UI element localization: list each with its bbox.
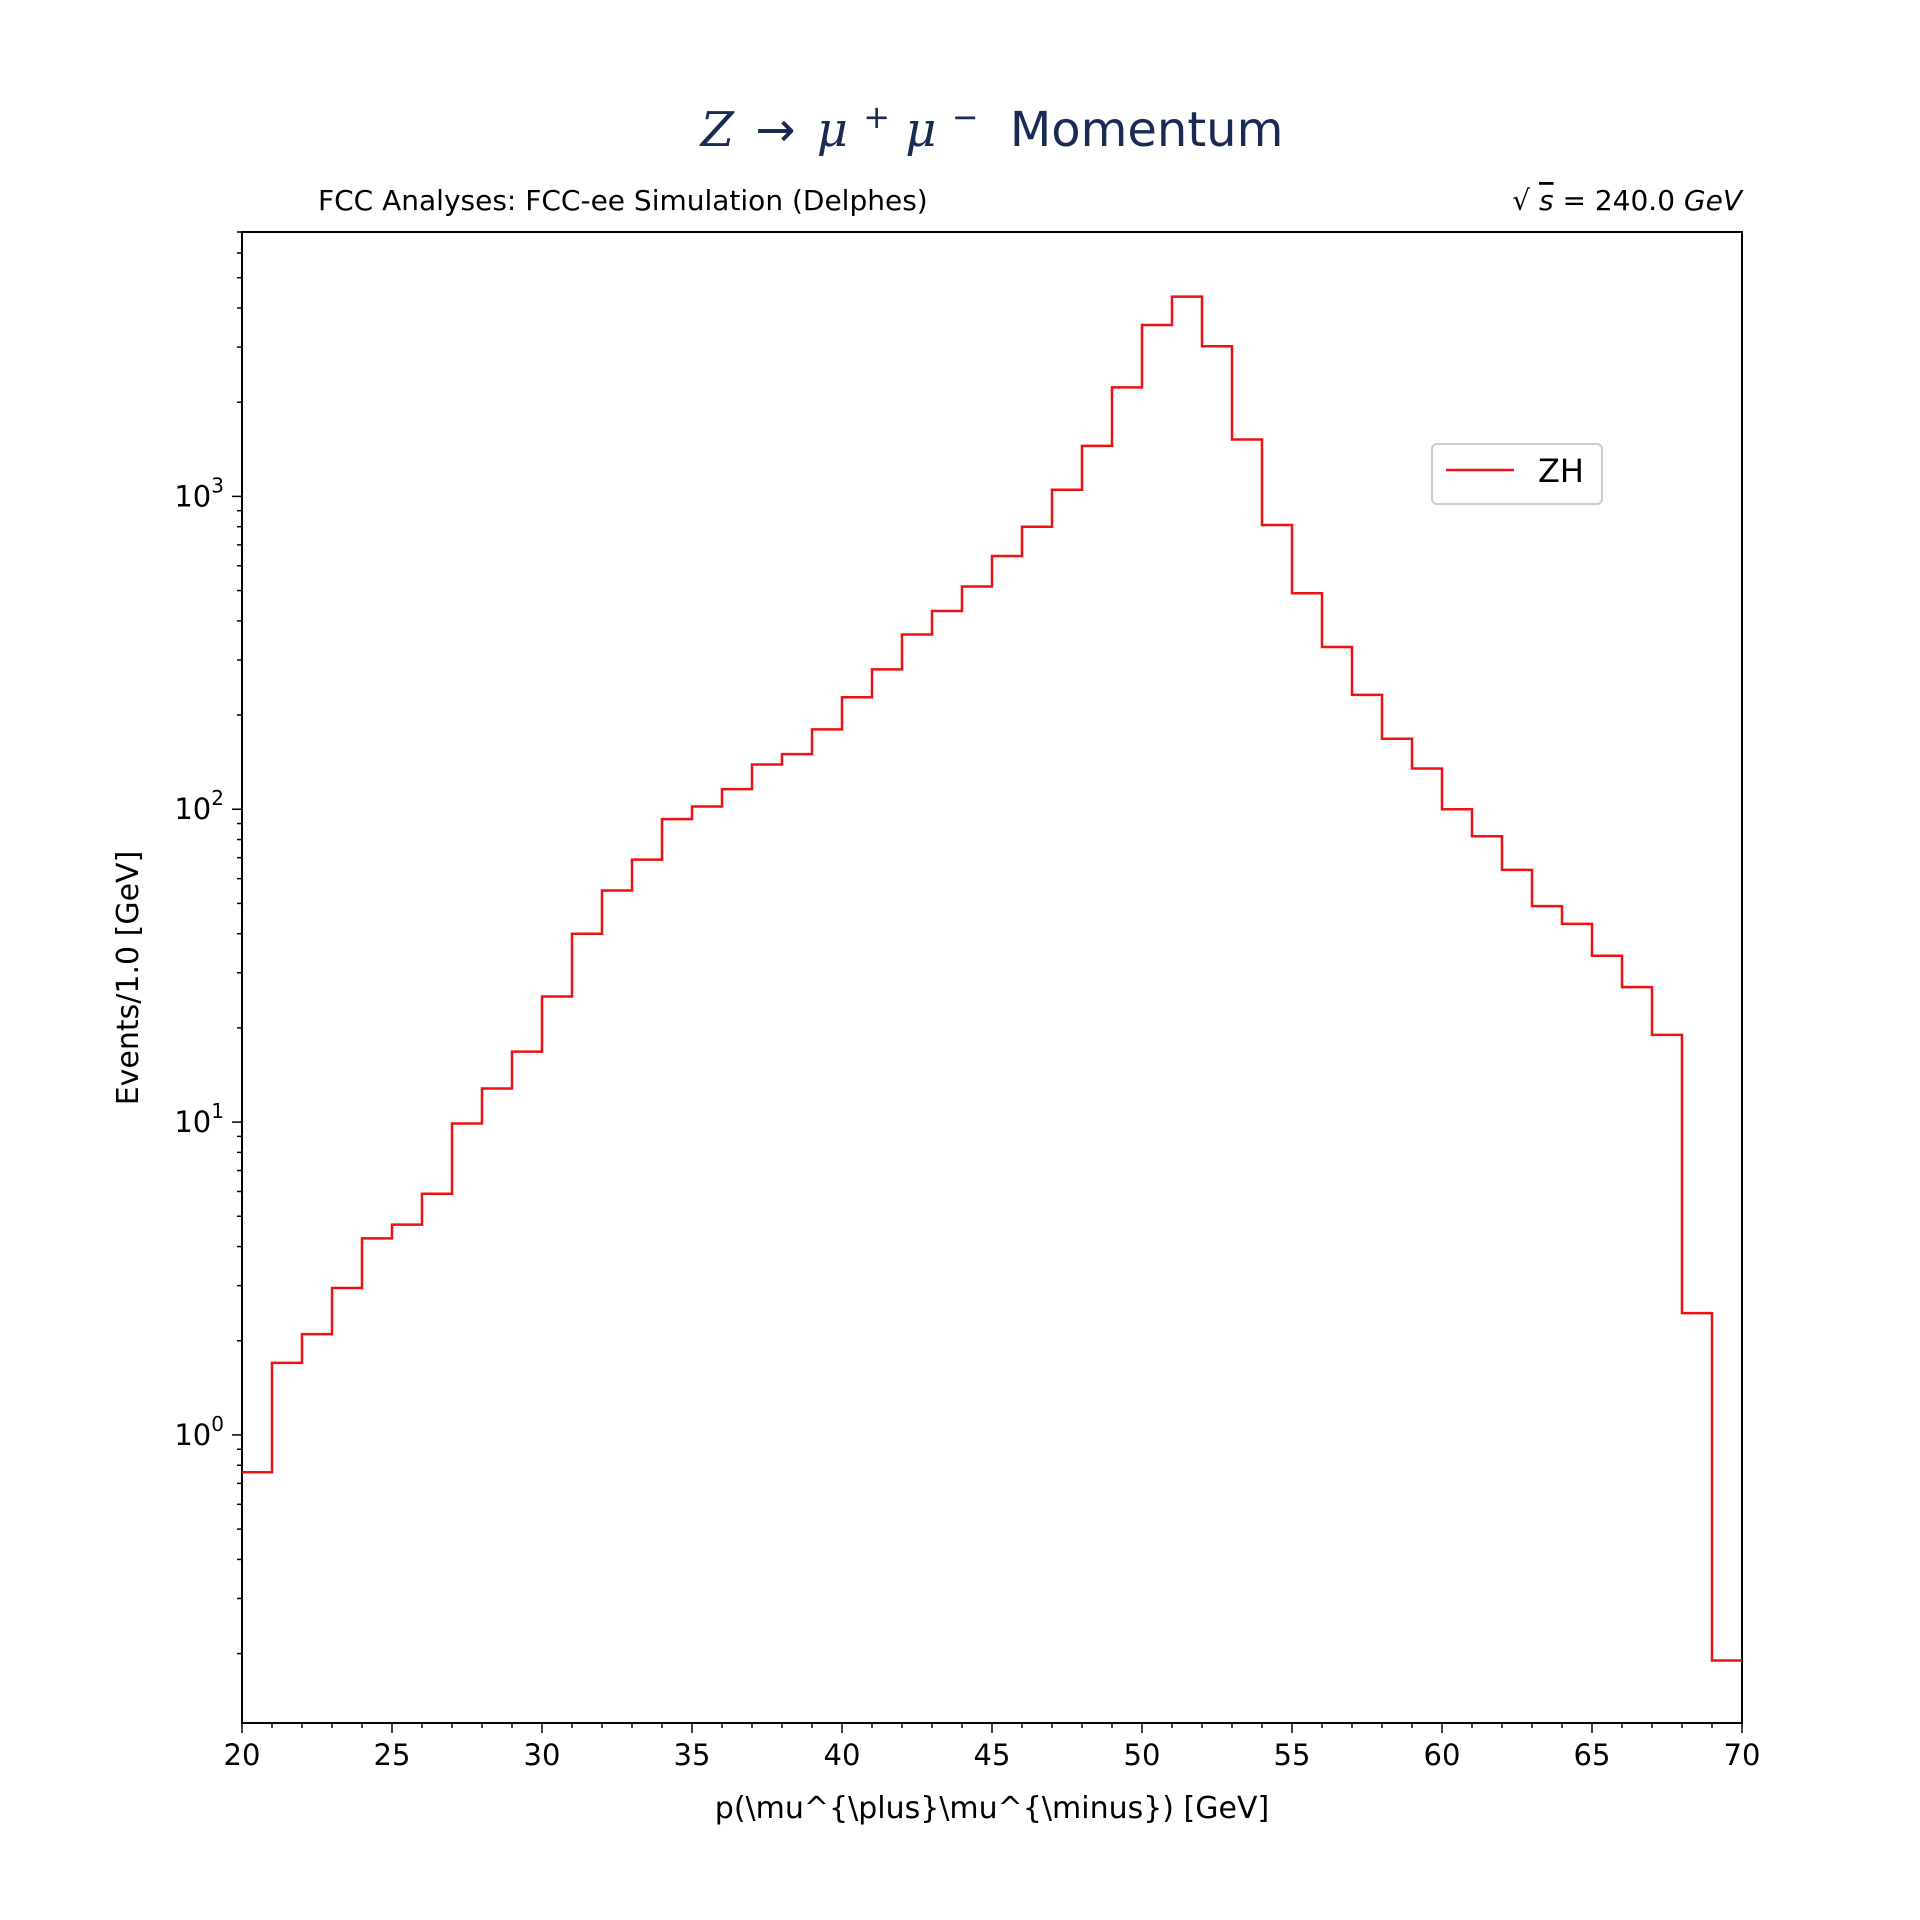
- title-z: Z: [699, 102, 736, 158]
- y-tick-exponent: 2: [211, 786, 224, 810]
- x-tick-label: 20: [224, 1738, 261, 1772]
- title-minus: −: [952, 98, 979, 136]
- series-layer: [242, 295, 1742, 1662]
- x-tick-label: 65: [1574, 1738, 1611, 1772]
- y-tick-base: 10: [174, 1418, 211, 1452]
- title-word: Momentum: [1010, 102, 1284, 158]
- y-tick-label: 102: [174, 786, 224, 826]
- x-tick-label: 70: [1724, 1738, 1761, 1772]
- subtitle-right: √ s = 240.0 GeV: [1512, 184, 1744, 217]
- sqrt-s: s: [1539, 184, 1554, 217]
- x-tick-label: 35: [674, 1738, 711, 1772]
- legend: ZH: [1431, 443, 1603, 505]
- legend-label-zh: ZH: [1538, 452, 1584, 490]
- sqrt-symbol: √: [1512, 184, 1530, 217]
- x-axis-label: p(\mu^{\plus}\mu^{\minus}) [GeV]: [715, 1791, 1269, 1826]
- title-plus: +: [863, 98, 890, 136]
- y-axis-label: Events/1.0 [GeV]: [111, 851, 146, 1106]
- title-mu-minus: μ: [905, 102, 936, 158]
- series-line-zh: [242, 295, 1742, 1662]
- x-tick-label: 40: [824, 1738, 861, 1772]
- y-tick-label: 101: [174, 1099, 224, 1139]
- y-tick-label: 100: [174, 1412, 224, 1452]
- y-tick-base: 10: [174, 1105, 211, 1139]
- y-tick-exponent: 3: [211, 473, 224, 497]
- x-tick-label: 45: [974, 1738, 1011, 1772]
- legend-box: [1431, 443, 1603, 505]
- y-tick-base: 10: [174, 479, 211, 513]
- title-mu-plus: μ: [817, 102, 848, 158]
- subtitle-left: FCC Analyses: FCC-ee Simulation (Delphes…: [318, 184, 928, 217]
- y-tick-exponent: 1: [211, 1099, 224, 1123]
- x-tick-label: 25: [374, 1738, 411, 1772]
- x-tick-label: 60: [1424, 1738, 1461, 1772]
- y-tick-base: 10: [174, 792, 211, 826]
- energy-unit: GeV: [1684, 184, 1744, 217]
- x-tick-label: 55: [1274, 1738, 1311, 1772]
- x-axis-ticks: 20 25 30 35 40 45 50 55 60 65 70: [224, 1723, 1761, 1772]
- energy-value: = 240.0: [1562, 184, 1675, 217]
- title-arrow: →: [755, 102, 795, 158]
- x-tick-label: 30: [524, 1738, 561, 1772]
- y-tick-label: 103: [174, 473, 224, 513]
- chart-title: Z → μ + μ − Momentum: [699, 84, 1284, 158]
- y-tick-exponent: 0: [211, 1412, 224, 1436]
- x-tick-label: 50: [1124, 1738, 1161, 1772]
